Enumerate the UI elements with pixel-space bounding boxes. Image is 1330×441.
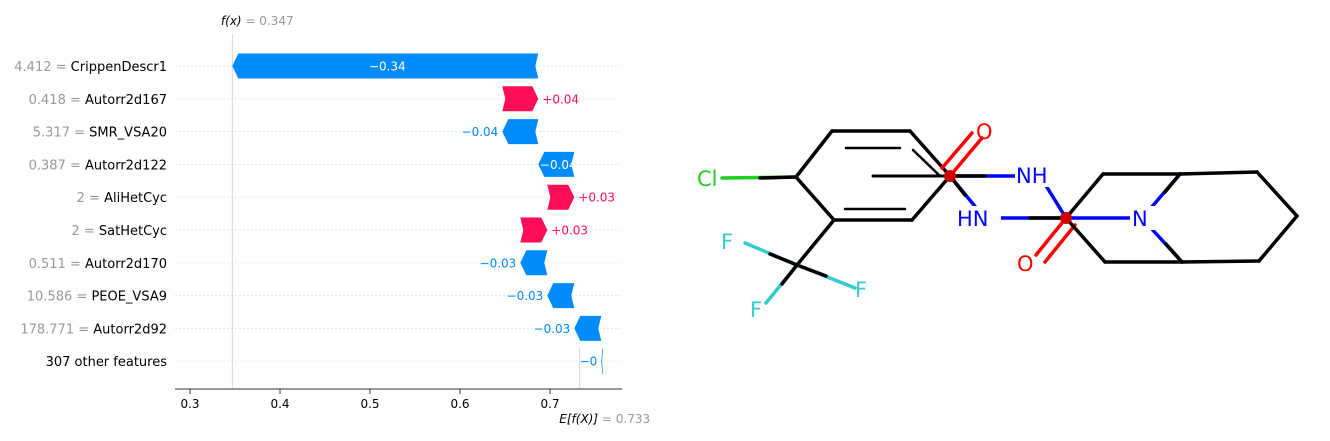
atom-o: O (1017, 252, 1034, 276)
equals-sign: = (85, 191, 104, 206)
equals-sign: = (74, 322, 93, 337)
atom-f: F (721, 230, 733, 254)
atom-o: O (976, 120, 993, 144)
equals-sign: = (72, 290, 91, 305)
fx-label: f(x) (221, 14, 242, 28)
equals-sign: = (66, 93, 85, 108)
equals-sign: = (52, 60, 71, 75)
atom-f: F (855, 278, 867, 302)
negative-bar (502, 119, 539, 145)
feature-label: 0.387 = Autorr2d122 (29, 158, 167, 173)
atom-f: F (750, 298, 762, 322)
feature-value: 10.586 (27, 290, 73, 305)
x-tick-label: 0.5 (360, 397, 379, 411)
contribution-label: −0.04 (462, 125, 499, 139)
feature-value: 4.412 (14, 60, 51, 75)
negative-bar (547, 283, 575, 309)
feature-label: 2 = AliHetCyc (77, 191, 167, 206)
atom-marker (944, 170, 956, 182)
ex-annotation: E[f(X)] = 0.733 (559, 412, 650, 426)
molecule-structure: Cl F F F O O NH HN N (697, 120, 1299, 322)
contribution-label: −0.04 (540, 158, 577, 172)
contribution-label: +0.03 (578, 191, 615, 205)
equals-sign: = (66, 257, 85, 272)
feature-value: 2 (71, 224, 79, 239)
x-axis: 0.3 0.4 0.5 0.6 0.7 (175, 388, 622, 411)
feature-name: Autorr2d170 (85, 257, 167, 272)
shap-waterfall-chart: 4.412 = CrippenDescr1 −0.34 0.418 = Autorr… (14, 14, 650, 426)
feature-name: Autorr2d167 (85, 93, 167, 108)
negative-bar (601, 348, 604, 374)
feature-label: 307 other features (46, 355, 168, 370)
ex-label: E[f(X)] (559, 412, 598, 426)
feature-name: 307 other features (46, 355, 168, 370)
ex-value: = 0.733 (602, 412, 650, 426)
feature-labels: 4.412 = CrippenDescr1 −0.34 0.418 = Autorr… (14, 60, 615, 371)
row-gridlines (175, 65, 620, 362)
feature-name: Autorr2d92 (93, 322, 167, 337)
contribution-label: +0.03 (551, 224, 588, 238)
negative-bar (538, 151, 575, 177)
equals-sign: = (66, 158, 85, 173)
atom-nh: NH (1016, 164, 1048, 188)
feature-name: SMR_VSA20 (89, 126, 167, 141)
contribution-label: +0.04 (542, 92, 579, 106)
bars (232, 53, 604, 374)
x-tick-label: 0.6 (450, 397, 469, 411)
x-tick-label: 0.3 (180, 397, 199, 411)
feature-label: 178.771 = Autorr2d92 (20, 322, 167, 337)
negative-bar (520, 250, 548, 276)
feature-name: CrippenDescr1 (71, 60, 167, 75)
positive-bar (547, 184, 575, 210)
atom-cl: Cl (697, 167, 718, 191)
contribution-label: −0.34 (369, 60, 406, 74)
contribution-label: −0 (580, 355, 598, 369)
feature-name: SatHetCyc (99, 224, 167, 239)
feature-value: 5.317 (33, 126, 70, 141)
fx-annotation: f(x) = 0.347 (221, 14, 294, 28)
feature-value: 2 (77, 191, 85, 206)
positive-bar (502, 86, 539, 112)
feature-name: Autorr2d122 (85, 158, 167, 173)
equals-sign: = (70, 126, 89, 141)
feature-label: 10.586 = PEOE_VSA9 (27, 290, 167, 305)
feature-label: 0.511 = Autorr2d170 (29, 257, 167, 272)
contribution-label: −0.03 (480, 256, 517, 270)
feature-value: 0.418 (29, 93, 66, 108)
contribution-label: −0.03 (534, 322, 571, 336)
equals-sign: = (80, 224, 99, 239)
x-tick-label: 0.7 (540, 397, 559, 411)
feature-name: PEOE_VSA9 (91, 290, 167, 305)
feature-label: 2 = SatHetCyc (71, 224, 167, 239)
benzene-ring (794, 129, 952, 222)
negative-bar (232, 53, 539, 79)
positive-bar (520, 217, 548, 243)
fx-value: = 0.347 (245, 14, 293, 28)
negative-bar (574, 315, 602, 341)
feature-value: 178.771 (20, 322, 74, 337)
feature-value: 0.511 (29, 257, 66, 272)
feature-name: AliHetCyc (104, 191, 167, 206)
feature-value: 0.387 (29, 158, 66, 173)
cf3-group (743, 218, 857, 305)
bicyclic-ring (1064, 170, 1299, 264)
atom-n: N (1132, 207, 1148, 231)
atom-hn: HN (957, 207, 989, 231)
feature-label: 4.412 = CrippenDescr1 (14, 60, 167, 75)
feature-label: 0.418 = Autorr2d167 (29, 93, 167, 108)
x-tick-label: 0.4 (270, 397, 289, 411)
feature-label: 5.317 = SMR_VSA20 (33, 126, 167, 141)
atom-marker (1060, 212, 1072, 224)
contribution-label: −0.03 (507, 289, 544, 303)
